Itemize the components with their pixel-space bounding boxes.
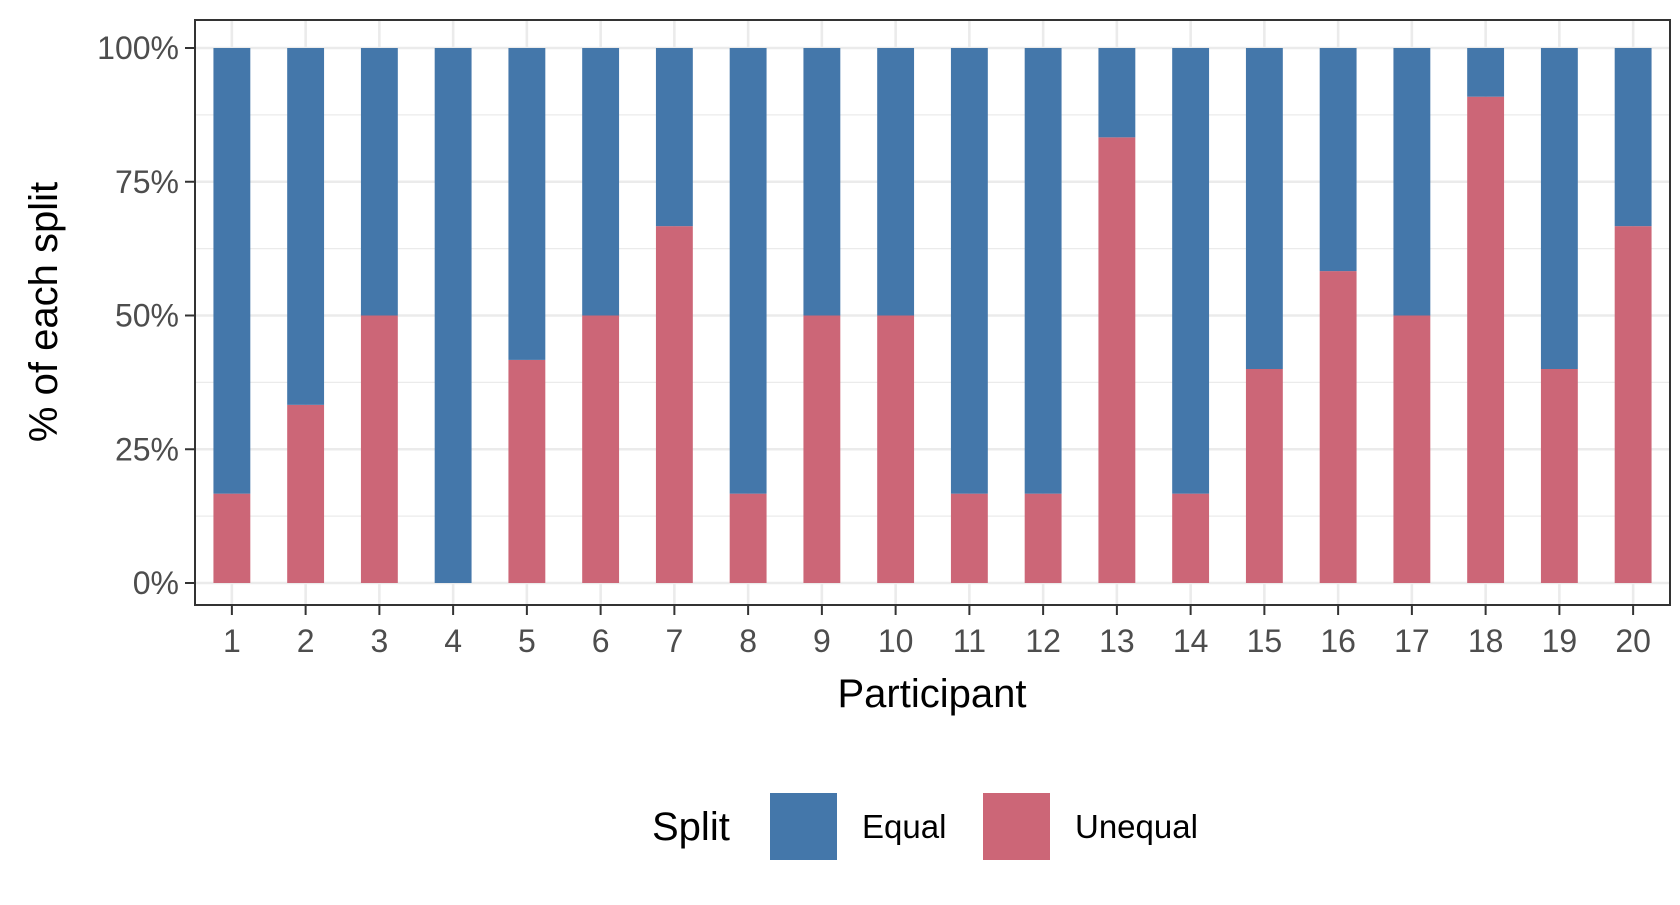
bar-equal-participant-16 (1319, 48, 1357, 272)
x-tick-label: 17 (1394, 623, 1430, 659)
bar-equal-participant-6 (582, 48, 620, 316)
bar-unequal-participant-20 (1614, 226, 1652, 583)
x-tick-label: 13 (1099, 623, 1135, 659)
bar-unequal-participant-16 (1319, 271, 1357, 583)
x-axis: 1 2 3 4 5 6 7 8 9 10 11 12 13 14 15 16 17 18 19 20 (223, 605, 1651, 659)
bars (213, 48, 1652, 583)
y-tick-label: 50% (115, 298, 179, 334)
legend-title: Split (652, 805, 730, 849)
bar-unequal-participant-9 (803, 315, 841, 583)
bar-equal-participant-20 (1614, 48, 1652, 227)
bar-unequal-participant-7 (655, 226, 693, 583)
x-tick-label: 12 (1025, 623, 1061, 659)
x-tick-label: 9 (813, 623, 831, 659)
y-tick-label: 25% (115, 431, 179, 467)
bar-unequal-participant-5 (508, 359, 546, 583)
legend-key-unequal (983, 793, 1050, 860)
x-tick-label: 10 (878, 623, 914, 659)
y-tick-label: 0% (133, 565, 179, 601)
x-tick-label: 19 (1542, 623, 1578, 659)
bar-equal-participant-8 (729, 48, 767, 494)
legend-label-equal: Equal (862, 808, 946, 845)
x-tick-label: 3 (370, 623, 388, 659)
x-axis-title: Participant (838, 672, 1027, 716)
legend-label-unequal: Unequal (1075, 808, 1198, 845)
bar-unequal-participant-14 (1172, 493, 1210, 583)
bar-unequal-participant-3 (360, 315, 398, 583)
bar-unequal-participant-13 (1098, 137, 1136, 583)
x-tick-label: 6 (592, 623, 610, 659)
x-tick-label: 18 (1468, 623, 1504, 659)
x-tick-label: 14 (1173, 623, 1209, 659)
x-tick-label: 8 (739, 623, 757, 659)
bar-equal-participant-19 (1540, 48, 1578, 369)
bar-equal-participant-17 (1393, 48, 1431, 316)
bar-unequal-participant-18 (1467, 96, 1505, 583)
bar-equal-participant-4 (434, 48, 472, 583)
x-tick-label: 5 (518, 623, 536, 659)
x-tick-label: 20 (1615, 623, 1651, 659)
bar-unequal-participant-17 (1393, 315, 1431, 583)
bar-equal-participant-10 (877, 48, 915, 316)
x-tick-label: 1 (223, 623, 241, 659)
bar-unequal-participant-11 (950, 493, 988, 583)
bar-unequal-participant-12 (1024, 493, 1062, 583)
bar-unequal-participant-6 (582, 315, 620, 583)
bar-equal-participant-9 (803, 48, 841, 316)
bar-equal-participant-1 (213, 48, 251, 494)
x-tick-label: 7 (665, 623, 683, 659)
bar-equal-participant-7 (655, 48, 693, 227)
x-tick-label: 4 (444, 623, 462, 659)
y-axis: 0% 25% 50% 75% 100% (97, 30, 195, 601)
y-tick-label: 75% (115, 164, 179, 200)
bar-unequal-participant-10 (877, 315, 915, 583)
bar-equal-participant-15 (1245, 48, 1283, 369)
bar-equal-participant-12 (1024, 48, 1062, 494)
y-axis-title: % of each split (22, 182, 66, 442)
legend: Split Equal Unequal (652, 793, 1198, 860)
bar-equal-participant-11 (950, 48, 988, 494)
bar-unequal-participant-2 (287, 404, 325, 583)
legend-key-equal (770, 793, 837, 860)
bar-equal-participant-5 (508, 48, 546, 360)
y-tick-label: 100% (97, 30, 179, 66)
x-tick-label: 16 (1320, 623, 1356, 659)
panel-border (194, 19, 1671, 606)
x-tick-label: 11 (953, 623, 986, 659)
panel-background (195, 20, 1670, 605)
bar-unequal-participant-1 (213, 493, 251, 583)
bar-equal-participant-13 (1098, 48, 1136, 138)
bar-equal-participant-2 (287, 48, 325, 405)
bar-unequal-participant-15 (1245, 369, 1283, 583)
bar-equal-participant-3 (360, 48, 398, 316)
bar-unequal-participant-19 (1540, 369, 1578, 583)
x-tick-label: 2 (297, 623, 315, 659)
bar-equal-participant-18 (1467, 48, 1505, 97)
bar-unequal-participant-8 (729, 493, 767, 583)
bar-equal-participant-14 (1172, 48, 1210, 494)
x-tick-label: 15 (1247, 623, 1283, 659)
